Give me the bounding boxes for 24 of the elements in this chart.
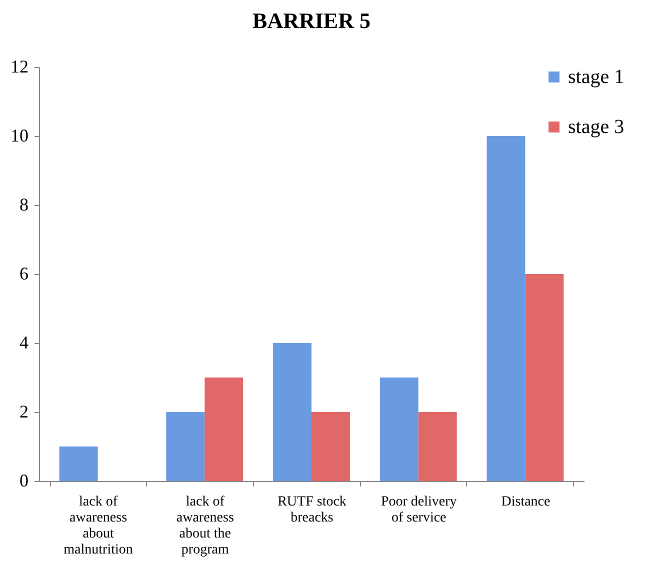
bar [312,412,350,481]
bar [204,378,244,481]
x-tick-label: lack of awareness about the program [176,494,234,558]
bar [59,446,98,481]
y-tick-label: 2 [20,402,28,422]
legend-label: stage 3 [568,116,624,138]
bar [380,378,418,481]
y-tick-label: 10 [10,126,28,146]
chart-title: BARRIER 5 [252,8,370,33]
x-tick-label: Distance [501,494,550,510]
x-tick-label: Poor delivery of service [380,494,457,526]
bar [166,412,205,481]
bar [525,274,564,481]
bar [418,412,457,481]
bar [273,343,312,481]
y-tick-label: 6 [20,264,28,284]
legend-label: stage 1 [568,66,624,88]
bar [486,136,526,481]
y-tick-label: 4 [20,332,28,352]
x-tick-label: lack of awareness about malnutrition [64,494,133,558]
x-tick-label: RUTF stock breacks [278,494,346,526]
y-tick-label: 8 [20,194,28,214]
y-tick-label: 12 [10,56,28,76]
y-tick-label: 0 [20,470,28,490]
